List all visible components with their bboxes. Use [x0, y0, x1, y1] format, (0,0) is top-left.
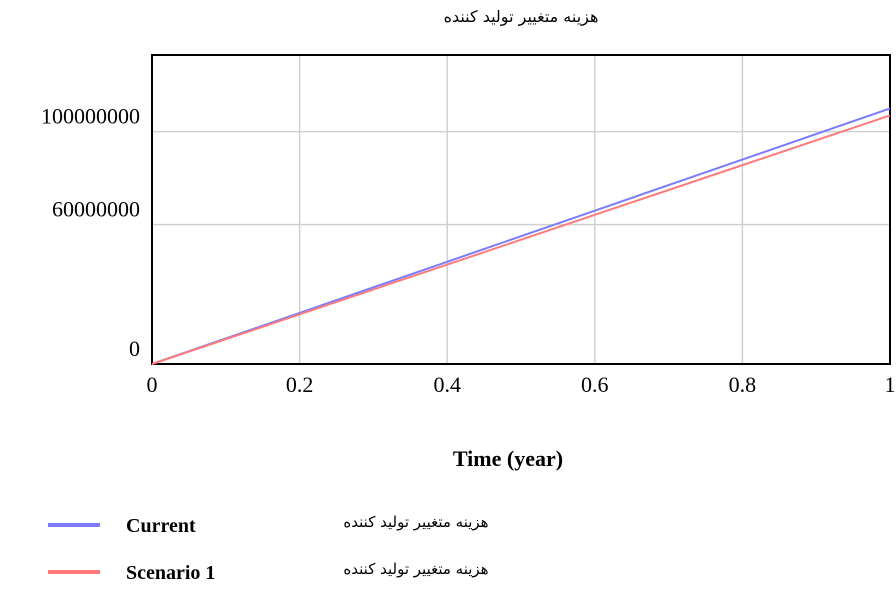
legend-variable: هزینه متغییر تولید کننده: [343, 560, 488, 578]
series-line: [151, 114, 891, 365]
x-tick-label: 1: [885, 372, 896, 397]
x-tick-label: 0.6: [581, 372, 609, 397]
x-tick-label: 0.4: [433, 372, 461, 397]
legend-variable: هزینه متغییر تولید کننده: [343, 513, 488, 531]
y-tick-label: 60000000: [52, 197, 140, 222]
x-tick-label: 0.2: [286, 372, 314, 397]
x-tick-label: 0.8: [729, 372, 757, 397]
y-tick-label: 100000000: [41, 104, 140, 129]
chart-title: هزینه متغییر تولید کننده: [444, 7, 599, 27]
legend-label: Current: [126, 515, 196, 537]
x-axis-label: Time (year): [453, 446, 563, 471]
plot-frame: [151, 54, 891, 365]
x-tick-label: 0: [147, 372, 158, 397]
legend-label: Scenario 1: [126, 562, 215, 584]
series-line: [151, 107, 891, 365]
y-tick-label: 0: [129, 336, 140, 361]
